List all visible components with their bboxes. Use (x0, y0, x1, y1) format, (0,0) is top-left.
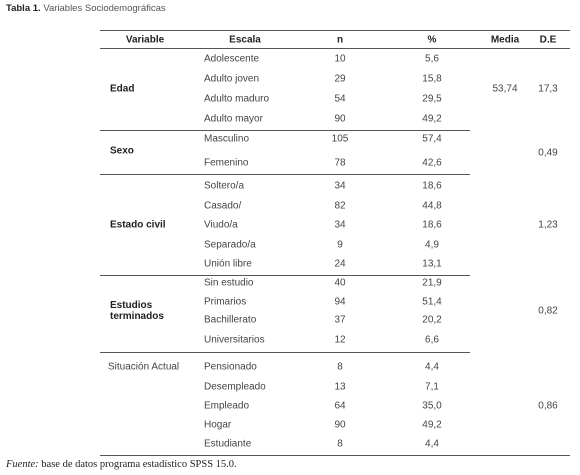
n-cell: 82 (334, 200, 346, 212)
scale-cell: Hogar (204, 419, 232, 431)
variable-label: Estado civil (110, 219, 166, 231)
sd-cell: 0,82 (538, 305, 558, 317)
scale-cell: Unión libre (204, 258, 252, 270)
percent-cell: 5,6 (425, 53, 439, 65)
n-cell: 8 (337, 361, 343, 373)
percent-cell: 49,2 (422, 113, 442, 125)
variable-label: Edad (110, 83, 135, 95)
source-note: Fuente: base de datos programa estadísti… (6, 459, 237, 470)
n-cell: 12 (334, 334, 346, 346)
source-label: Fuente: (6, 459, 39, 470)
caption-label: Tabla 1. (6, 3, 41, 14)
scale-cell: Sin estudio (204, 277, 254, 289)
rule (100, 455, 570, 456)
header-cell: % (427, 34, 437, 46)
percent-cell: 44,8 (422, 200, 442, 212)
n-cell: 13 (334, 381, 346, 393)
scale-cell: Universitarios (204, 334, 265, 346)
sd-cell: 17,3 (538, 83, 558, 95)
percent-cell: 6,6 (425, 334, 439, 346)
variable-label: Estudios terminados (110, 300, 164, 322)
n-cell: 29 (334, 73, 346, 85)
percent-cell: 20,2 (422, 314, 442, 326)
source-text: base de datos programa estadístico SPSS … (41, 459, 237, 470)
scale-cell: Adulto maduro (204, 93, 270, 105)
n-cell: 78 (334, 157, 346, 169)
percent-cell: 15,8 (422, 73, 442, 85)
percent-cell: 4,9 (425, 239, 439, 251)
percent-cell: 49,2 (422, 419, 442, 431)
scale-cell: Casado/ (204, 200, 242, 212)
header-cell: n (336, 34, 344, 46)
scale-cell: Soltero/a (204, 180, 245, 192)
scale-cell: Primarios (204, 296, 247, 308)
rule (100, 30, 570, 31)
n-cell: 64 (334, 400, 346, 412)
scale-cell: Femenino (204, 157, 249, 169)
n-cell: 40 (334, 277, 346, 289)
percent-cell: 29,5 (422, 93, 442, 105)
caption-text: Variables Sociodemográficas (43, 3, 166, 14)
table-caption: Tabla 1. Variables Sociodemográficas (6, 3, 166, 14)
variable-label: Sexo (110, 145, 134, 157)
scale-cell: Viudo/a (204, 219, 238, 231)
rule (100, 130, 470, 131)
rule (100, 174, 470, 175)
n-cell: 34 (334, 180, 346, 192)
percent-cell: 51,4 (422, 296, 442, 308)
scale-cell: Adolescente (204, 53, 260, 65)
header-cell: Media (490, 34, 520, 46)
percent-cell: 18,6 (422, 219, 442, 231)
n-cell: 34 (334, 219, 346, 231)
percent-cell: 4,4 (425, 438, 439, 450)
scale-cell: Desempleado (204, 381, 266, 393)
scale-cell: Bachillerato (204, 314, 257, 326)
scale-cell: Separado/a (204, 239, 256, 251)
scale-cell: Masculino (204, 133, 250, 145)
n-cell: 105 (331, 133, 349, 145)
n-cell: 54 (334, 93, 346, 105)
n-cell: 90 (334, 419, 346, 431)
header-cell: Escala (229, 34, 261, 46)
sd-cell: 1,23 (538, 219, 558, 231)
n-cell: 90 (334, 113, 346, 125)
n-cell: 9 (337, 239, 343, 251)
header-cell: D.E (539, 34, 557, 46)
n-cell: 10 (334, 53, 346, 65)
percent-cell: 21,9 (422, 277, 442, 289)
n-cell: 24 (334, 258, 346, 270)
scale-cell: Pensionado (204, 361, 257, 373)
percent-cell: 18,6 (422, 180, 442, 192)
percent-cell: 35,0 (422, 400, 442, 412)
rule (100, 48, 570, 49)
scale-cell: Adulto joven (204, 73, 260, 85)
percent-cell: 57,4 (422, 133, 442, 145)
scale-cell: Adulto mayor (204, 113, 263, 125)
scale-cell: Empleado (204, 400, 250, 412)
variable-label: Situación Actual (108, 361, 180, 373)
rule (100, 275, 470, 276)
percent-cell: 7,1 (425, 381, 439, 393)
rule (100, 352, 470, 353)
header-cell: Variable (125, 34, 165, 46)
n-cell: 37 (334, 314, 346, 326)
percent-cell: 42,6 (422, 157, 442, 169)
mean-cell: 53,74 (492, 83, 518, 95)
percent-cell: 4,4 (425, 361, 439, 373)
n-cell: 94 (334, 296, 346, 308)
scale-cell: Estudiante (204, 438, 252, 450)
sd-cell: 0,86 (538, 400, 558, 412)
percent-cell: 13,1 (422, 258, 442, 270)
n-cell: 8 (337, 438, 343, 450)
sd-cell: 0,49 (538, 147, 558, 159)
